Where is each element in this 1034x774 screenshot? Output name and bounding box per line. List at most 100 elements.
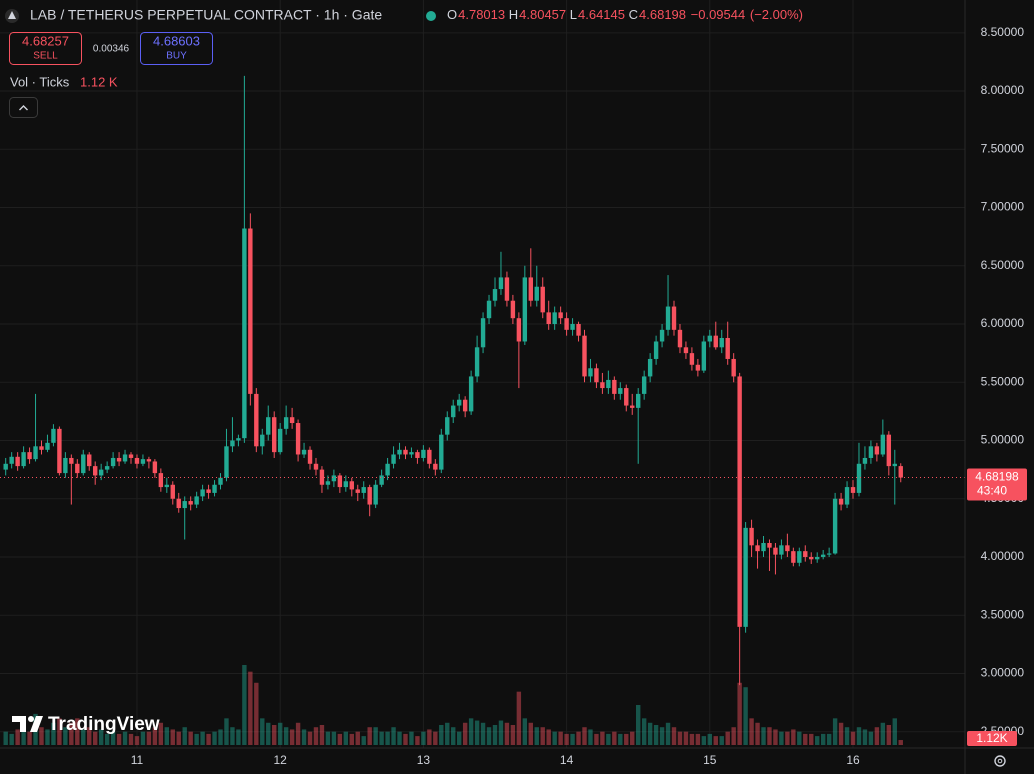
volume-bar	[546, 729, 551, 745]
volume-bar	[624, 733, 629, 745]
volume-bar	[504, 722, 510, 745]
axis-labels: 8.50000 8.00000 7.50000 7.00000 6.50000 6.000…	[131, 25, 1027, 767]
y-tick-label: 3.00000	[981, 666, 1025, 680]
candle-body	[343, 481, 349, 488]
symbol-icon	[8, 11, 16, 19]
candle-body	[570, 324, 575, 330]
candle-body	[641, 376, 647, 394]
volume-bar	[743, 687, 748, 745]
volume-bar	[594, 733, 599, 745]
volume-bar	[51, 722, 56, 745]
volume-bar	[874, 727, 880, 745]
candle-body	[516, 318, 522, 342]
last-price-label: 4.68198	[975, 470, 1019, 484]
change: −0.09544	[691, 7, 746, 22]
candle-body	[45, 442, 50, 450]
candle-body	[283, 417, 289, 429]
candle-body	[433, 463, 438, 470]
volume-bar	[69, 722, 74, 745]
candle-body	[534, 286, 539, 301]
volume-bar	[81, 729, 86, 745]
candle-body	[582, 335, 587, 377]
candle-body	[850, 487, 856, 493]
candle-body	[409, 452, 414, 455]
buy-button[interactable]	[140, 32, 213, 65]
ohlc-key: H	[509, 7, 518, 22]
candle-body	[260, 434, 265, 447]
volume-bar	[641, 718, 647, 745]
volume-bar	[779, 731, 784, 745]
candle-body	[761, 542, 766, 552]
candle-body	[773, 547, 778, 555]
candle-body	[779, 545, 784, 555]
volume-bar	[677, 731, 683, 745]
volume-bar	[230, 727, 235, 745]
volume-bar	[212, 731, 217, 745]
volume-bar	[9, 733, 14, 745]
volume-bar	[731, 727, 736, 745]
candle-body	[385, 463, 390, 476]
candle-body	[451, 405, 456, 418]
candle-body	[391, 454, 396, 464]
candle-body	[188, 501, 193, 505]
candle-body	[659, 329, 665, 342]
candle-body	[683, 347, 689, 354]
ohlc-value: 4.78013	[458, 7, 505, 22]
candle-body	[486, 300, 492, 319]
settings-icon	[997, 758, 1003, 764]
candle-body	[749, 527, 754, 546]
candle-body	[480, 318, 486, 348]
candle-body	[194, 496, 199, 505]
candle-body	[33, 446, 38, 460]
candle-body	[558, 312, 563, 319]
y-tick-label: 7.50000	[981, 141, 1025, 155]
candle-body	[427, 449, 432, 464]
candle-body	[719, 337, 724, 348]
volume-bar	[373, 727, 378, 745]
candle-body	[492, 289, 498, 301]
spread: 0.00346	[93, 44, 130, 55]
candle-body	[797, 551, 802, 563]
candle-body	[630, 405, 635, 408]
candle-body	[653, 341, 659, 359]
candle-body	[707, 335, 713, 342]
settings-icon[interactable]	[994, 755, 1006, 767]
volume-bar	[403, 733, 408, 745]
candle-body	[564, 318, 569, 330]
candle-body	[874, 446, 880, 455]
volume-bar	[516, 691, 522, 745]
candle-body	[289, 417, 295, 424]
volume-bar	[325, 731, 331, 745]
volume-bar	[653, 725, 659, 745]
candle-body	[695, 364, 701, 371]
sell-button[interactable]	[9, 32, 82, 65]
volume-bar	[528, 722, 533, 745]
candle-body	[612, 379, 617, 394]
candle-body	[731, 358, 736, 377]
ohlc-key: C	[629, 7, 638, 22]
candle-body	[647, 358, 653, 377]
collapse-button[interactable]	[9, 97, 38, 118]
candle-body	[301, 449, 307, 455]
volume-bar	[355, 731, 360, 745]
volume-bar	[295, 722, 301, 745]
candle-body	[206, 489, 211, 493]
candle-body	[892, 463, 897, 467]
y-tick-label: 8.50000	[981, 25, 1025, 39]
ohlc-value: 4.68198	[639, 7, 686, 22]
volume-bar	[737, 682, 742, 745]
volume-bar	[540, 727, 545, 745]
volume-bar	[856, 727, 862, 745]
candle-body	[856, 463, 862, 493]
volume-bar	[236, 729, 241, 745]
candle-body	[140, 459, 146, 464]
candle-body	[182, 501, 187, 509]
ohlc-key: L	[570, 7, 577, 22]
candle-body	[528, 277, 533, 301]
candle-body	[665, 306, 671, 330]
y-tick-label: 6.50000	[981, 258, 1025, 272]
market-status	[426, 11, 436, 21]
volume-bar	[671, 727, 677, 745]
volume-bar	[492, 725, 498, 745]
buy-price: 4.68603	[153, 33, 200, 48]
